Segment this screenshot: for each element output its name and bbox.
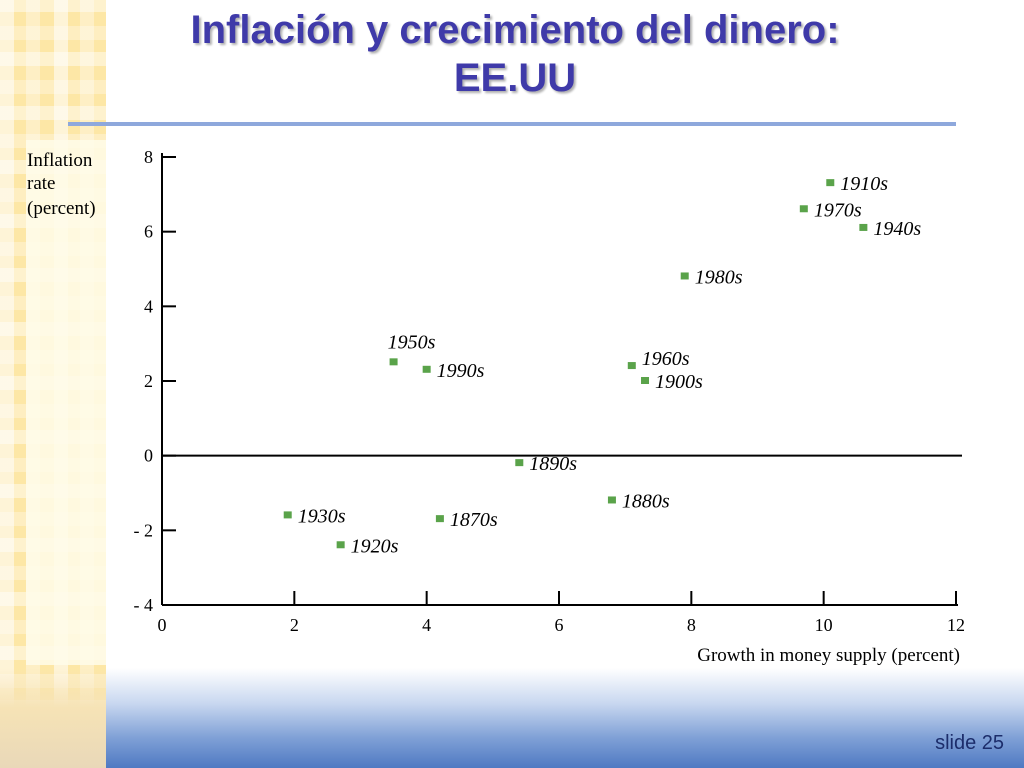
decorative-footer-bar <box>106 668 1024 768</box>
slide-title-line-2: EE.UU <box>453 56 577 100</box>
data-point-label: 1940s <box>873 218 921 240</box>
data-point-marker <box>422 365 431 373</box>
x-tick-label: 6 <box>555 615 564 635</box>
y-axis-label-line-2: rate <box>27 173 55 194</box>
data-point-marker <box>607 496 616 504</box>
decorative-footer-left <box>0 668 106 768</box>
data-point-marker <box>627 362 636 370</box>
y-tick-label: - 2 <box>134 520 154 540</box>
slide-number: slide 25 <box>935 732 1004 754</box>
y-tick-label: 2 <box>144 371 153 391</box>
x-tick-label: 2 <box>290 615 299 635</box>
data-point-marker <box>435 515 444 523</box>
decorative-left-panel <box>26 140 106 665</box>
y-axis-label-line-1: Inflation <box>27 150 93 171</box>
data-point-marker <box>283 511 292 519</box>
data-point-label: 1910s <box>840 173 888 195</box>
data-point-marker <box>515 459 524 467</box>
data-point-label: 1950s <box>388 331 436 353</box>
data-point-label: 1920s <box>351 535 399 557</box>
data-point-label: 1960s <box>642 348 690 370</box>
data-point-label: 1930s <box>298 505 346 527</box>
y-axis-label-line-3: (percent) <box>27 198 96 219</box>
data-point-marker <box>641 377 650 384</box>
data-point-marker <box>680 272 689 280</box>
data-point-marker <box>859 223 868 231</box>
x-tick-label: 8 <box>687 615 696 635</box>
x-tick-label: 10 <box>815 615 833 635</box>
slide-title-line-1: Inflación y crecimiento del dinero: <box>190 8 840 52</box>
y-tick-label: 0 <box>144 446 153 466</box>
data-point-marker <box>799 205 808 213</box>
slide-title: Inflación y crecimiento del dinero: EE.U… <box>70 6 960 102</box>
data-point-label: 1900s <box>655 371 703 393</box>
data-point-label: 1980s <box>695 266 743 288</box>
y-tick-label: - 4 <box>134 595 154 615</box>
y-tick-label: 6 <box>144 222 153 242</box>
y-axis-label: Inflation rate (percent) <box>27 150 96 219</box>
x-ticks: 0 2 4 6 8 10 12 <box>158 591 965 635</box>
data-point-label: 1870s <box>450 509 498 531</box>
data-point-marker <box>389 358 398 366</box>
y-ticks: 8 6 4 2 0 - 2 - 4 <box>134 147 176 615</box>
data-point-marker <box>826 179 835 187</box>
data-point-label: 1880s <box>622 490 670 512</box>
x-axis-label: Growth in money supply (percent) <box>697 645 960 666</box>
y-tick-label: 8 <box>144 147 153 167</box>
x-tick-label: 0 <box>158 615 167 635</box>
data-point-marker <box>336 541 345 549</box>
x-tick-label: 4 <box>422 615 431 635</box>
data-point-label: 1890s <box>529 453 577 475</box>
y-tick-label: 4 <box>144 296 153 316</box>
x-tick-label: 12 <box>947 615 965 635</box>
title-rule <box>68 122 956 126</box>
data-point-label: 1990s <box>437 360 485 382</box>
data-point-label: 1970s <box>814 199 862 221</box>
